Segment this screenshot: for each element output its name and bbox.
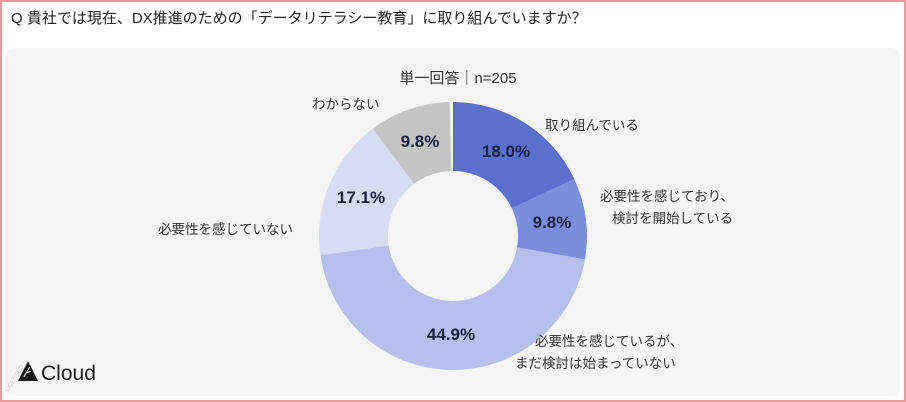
svg-text:わからない: わからない (312, 97, 380, 112)
svg-text:取り組んでいる: 取り組んでいる (545, 118, 639, 133)
svg-text:必要性を感じていない: 必要性を感じていない (158, 221, 293, 237)
svg-text:検討を開始している: 検討を開始している (612, 211, 733, 226)
svg-text:9.8%: 9.8% (533, 213, 572, 232)
svg-text:まだ検討は始まっていない: まだ検討は始まっていない (515, 356, 676, 371)
svg-text:18.0%: 18.0% (482, 142, 530, 161)
svg-text:44.9%: 44.9% (427, 325, 475, 344)
svg-text:17.1%: 17.1% (337, 188, 385, 207)
svg-text:Cloud: Cloud (41, 362, 96, 385)
svg-text:必要性を感じているが、: 必要性を感じているが、 (535, 333, 683, 349)
svg-text:必要性を感じており、: 必要性を感じており、 (600, 188, 734, 204)
svg-text:単一回答｜n=205: 単一回答｜n=205 (399, 70, 516, 87)
svg-text:9.8%: 9.8% (401, 132, 440, 151)
